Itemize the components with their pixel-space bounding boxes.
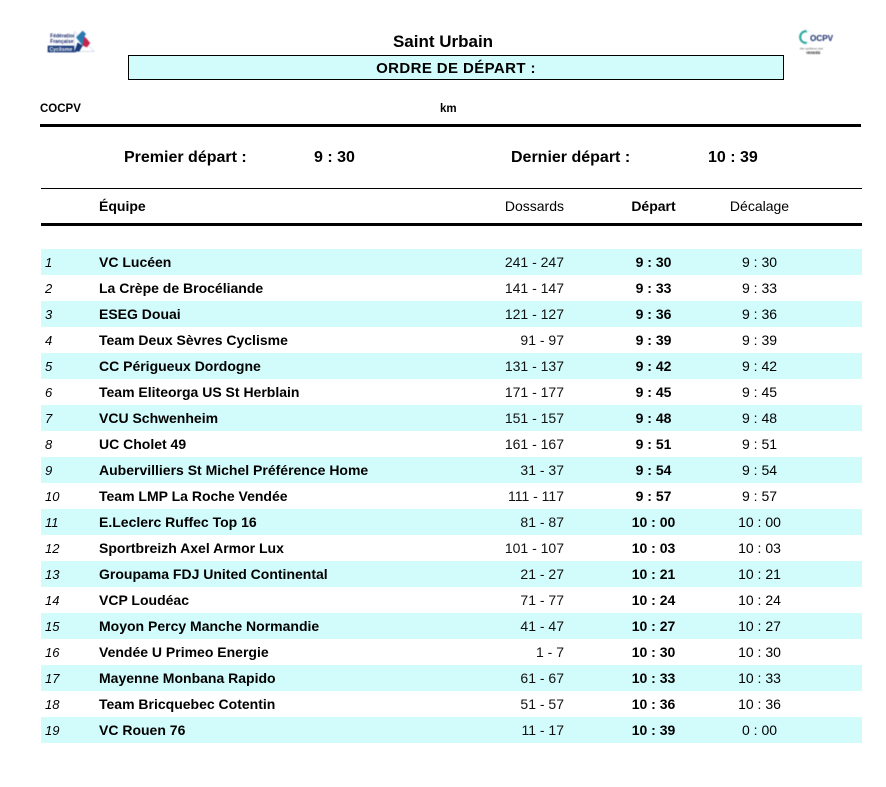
svg-text:the cyclisme tour: the cyclisme tour bbox=[800, 47, 823, 51]
svg-text:VENDÉE: VENDÉE bbox=[806, 50, 821, 55]
svg-text:Cyclisme: Cyclisme bbox=[49, 47, 72, 53]
svg-text:OCPV: OCPV bbox=[810, 34, 834, 43]
